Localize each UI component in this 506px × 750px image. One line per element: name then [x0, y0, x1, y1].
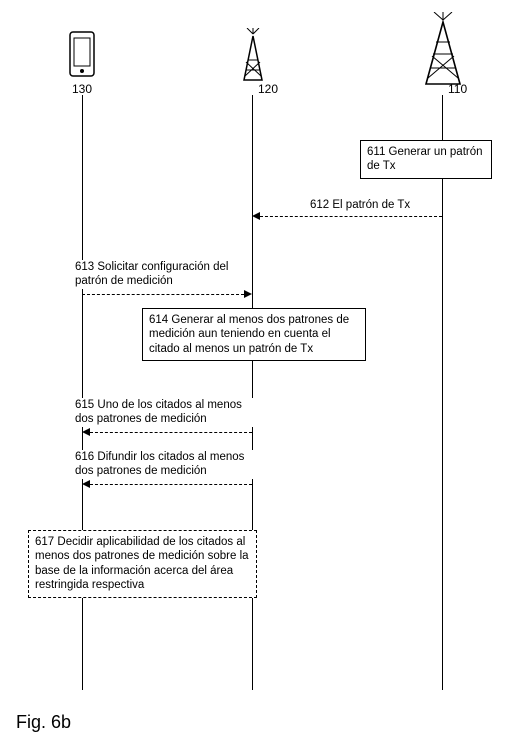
arrow-613 — [82, 294, 244, 295]
msg-616-num: 616 — [75, 451, 94, 463]
arrow-612-head — [252, 212, 260, 220]
msg-612-label: 612 El patrón de Tx — [310, 198, 410, 212]
box-611-text: Generar un patrón de Tx — [367, 146, 483, 172]
msg-616-text: Difundir los citados al menos dos patron… — [75, 451, 244, 477]
box-617-num: 617 — [35, 536, 54, 548]
msg-616-label: 616 Difundir los citados al menos dos pa… — [75, 450, 260, 479]
msg-612-text: El patrón de Tx — [332, 199, 410, 211]
msg-613-num: 613 — [75, 261, 94, 273]
box-617: 617 Decidir aplicabilidad de los citados… — [28, 530, 257, 598]
arrow-613-head — [244, 290, 252, 298]
lifeline-macro — [442, 95, 443, 690]
box-614: 614 Generar al menos dos patrones de med… — [142, 308, 366, 361]
lifeline-enb — [252, 95, 253, 690]
small-tower-icon — [238, 28, 268, 88]
msg-613-text: Solicitar configuración del patrón de me… — [75, 261, 228, 287]
actor-label-ue: 130 — [72, 82, 92, 96]
box-614-text: Generar al menos dos patrones de medició… — [149, 314, 349, 355]
arrow-616 — [90, 484, 252, 485]
lifeline-ue — [82, 95, 83, 690]
phone-icon — [66, 30, 98, 85]
box-617-text: Decidir aplicabilidad de los citados al … — [35, 536, 249, 591]
arrow-615-head — [82, 428, 90, 436]
msg-615-label: 615 Uno de los citados al menos dos patr… — [75, 398, 255, 427]
msg-612-num: 612 — [310, 199, 329, 211]
msg-613-label: 613 Solicitar configuración del patrón d… — [75, 260, 250, 289]
box-611-num: 611 — [367, 146, 385, 158]
arrow-612 — [260, 216, 442, 217]
actor-label-enb: 120 — [258, 82, 278, 96]
sequence-diagram: 130 120 110 611 Generar un patrón de Tx … — [0, 0, 506, 750]
figure-label: Fig. 6b — [16, 712, 71, 733]
arrow-616-head — [82, 480, 90, 488]
box-611: 611 Generar un patrón de Tx — [360, 140, 492, 179]
large-tower-icon — [420, 12, 466, 93]
box-614-num: 614 — [149, 314, 168, 326]
msg-615-num: 615 — [75, 399, 94, 411]
arrow-615 — [90, 432, 252, 433]
actor-label-macro: 110 — [448, 82, 467, 96]
msg-615-text: Uno de los citados al menos dos patrones… — [75, 399, 242, 425]
